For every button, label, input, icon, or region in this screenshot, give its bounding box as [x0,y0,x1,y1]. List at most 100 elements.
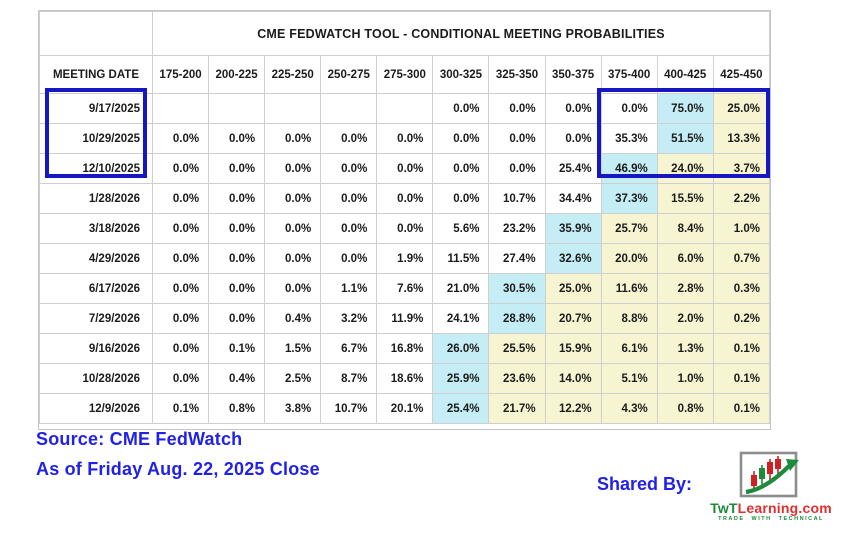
probability-cell: 0.8% [208,393,266,424]
probability-cell: 0.0% [320,213,378,244]
column-header-375-400: 375-400 [600,55,658,94]
table-row: 1/28/2026 0.0% 0.0% 0.0% 0.0% 0.0% 0.0% 10.7% 34… [39,183,771,214]
table-row: 7/29/2026 0.0% 0.0% 0.4% 3.2% 11.9% 24.1% 28.8%… [39,303,771,334]
probability-cell: 21.0% [432,273,490,304]
table-row: 10/29/2025 0.0% 0.0% 0.0% 0.0% 0.0% 0.0% 0.0% 0.… [39,123,771,154]
probability-cell: 24.0% [656,153,714,184]
column-header-275-300: 275-300 [376,55,434,94]
column-header-250-275: 250-275 [320,55,378,94]
probability-cell: 0.0% [544,93,602,124]
meeting-date: 7/29/2026 [39,303,153,334]
probability-cell: 0.0% [488,93,546,124]
probability-cell: 0.0% [376,183,434,214]
probability-cell: 28.8% [488,303,546,334]
probability-cell: 0.0% [264,273,322,304]
probability-cell: 20.7% [544,303,602,334]
meeting-date: 3/18/2026 [39,213,153,244]
probability-cell: 0.0% [320,243,378,274]
probability-cell: 0.0% [264,183,322,214]
probability-cell: 0.4% [264,303,322,334]
probability-cell: 1.0% [712,213,771,244]
probability-cell: 25.0% [712,93,771,124]
meeting-date: 10/29/2025 [39,123,153,154]
column-header-350-375: 350-375 [544,55,602,94]
table-row: 10/28/2026 0.0% 0.4% 2.5% 8.7% 18.6% 25.9% 23.6… [39,363,771,394]
probability-cell: 0.0% [208,273,266,304]
column-header-425-450: 425-450 [712,55,771,94]
probability-cell: 11.5% [432,243,490,274]
probability-cell: 7.6% [376,273,434,304]
probability-cell: 8.4% [656,213,714,244]
probability-cell: 25.7% [600,213,658,244]
source-caption: Source: CME FedWatch [36,429,243,449]
probability-cell: 0.0% [264,243,322,274]
probability-cell: 51.5% [656,123,714,154]
probability-cell: 0.7% [712,243,771,274]
probability-cell: 12.2% [544,393,602,424]
probability-cell: 35.9% [544,213,602,244]
probability-cell: 0.0% [376,123,434,154]
probability-cell [208,93,266,124]
probability-cell: 3.2% [320,303,378,334]
column-header-325-350: 325-350 [488,55,546,94]
meeting-date: 9/16/2026 [39,333,153,364]
probability-cell: 25.4% [544,153,602,184]
probability-cell: 6.1% [600,333,658,364]
probability-cell: 15.9% [544,333,602,364]
as-of-caption: As of Friday Aug. 22, 2025 Close [36,459,320,479]
probability-cell: 0.0% [488,123,546,154]
probability-cell: 0.4% [208,363,266,394]
probability-cell: 0.0% [320,183,378,214]
fedwatch-probability-table: CME FEDWATCH TOOL - CONDITIONAL MEETING … [38,10,771,430]
column-header-row: MEETING DATE 175-200 200-225 225-250 250-27… [39,55,771,94]
probability-cell: 0.0% [264,213,322,244]
probability-cell: 0.1% [712,363,771,394]
probability-cell: 0.0% [151,183,210,214]
probability-cell [264,93,322,124]
probability-cell: 0.0% [151,363,210,394]
probability-cell: 0.0% [151,123,210,154]
probability-cell: 25.9% [432,363,490,394]
probability-cell: 0.0% [208,303,266,334]
probability-cell: 0.0% [208,183,266,214]
probability-cell: 37.3% [600,183,658,214]
probability-cell: 23.6% [488,363,546,394]
logo-text-suffix: Learning.com [737,500,832,516]
column-header-200-225: 200-225 [208,55,266,94]
probability-cell [376,93,434,124]
probability-cell: 0.0% [151,333,210,364]
table-row: 9/17/2025 0.0% 0.0% 0.0% 0.0% 75.0% 25.0% [39,93,771,124]
probability-cell: 25.4% [432,393,490,424]
probability-cell: 0.0% [151,213,210,244]
probability-cell: 24.1% [432,303,490,334]
probability-cell: 16.8% [376,333,434,364]
probability-cell: 0.0% [264,123,322,154]
probability-cell: 13.3% [712,123,771,154]
probability-cell [320,93,378,124]
probability-cell: 0.1% [712,393,771,424]
probability-cell: 2.2% [712,183,771,214]
probability-cell: 0.0% [432,183,490,214]
probability-cell: 0.0% [208,243,266,274]
probability-cell: 10.7% [320,393,378,424]
probability-cell: 5.1% [600,363,658,394]
probability-cell: 0.1% [151,393,210,424]
column-header-175-200: 175-200 [151,55,210,94]
probability-cell: 5.6% [432,213,490,244]
meeting-date: 4/29/2026 [39,243,153,274]
probability-cell: 0.0% [488,153,546,184]
column-header-300-325: 300-325 [432,55,490,94]
probability-cell: 0.8% [656,393,714,424]
probability-cell: 11.6% [600,273,658,304]
probability-cell: 1.9% [376,243,434,274]
title-row: CME FEDWATCH TOOL - CONDITIONAL MEETING … [39,11,770,56]
table-row: 12/9/2026 0.1% 0.8% 3.8% 10.7% 20.1% 25.4% 21.7… [39,393,771,424]
table-row: 9/16/2026 0.0% 0.1% 1.5% 6.7% 16.8% 26.0% 25.5%… [39,333,771,364]
table-title: CME FEDWATCH TOOL - CONDITIONAL MEETING … [152,11,770,56]
probability-cell: 8.8% [600,303,658,334]
meeting-date: 1/28/2026 [39,183,153,214]
probability-cell: 0.0% [208,213,266,244]
probability-cell: 0.0% [544,123,602,154]
probability-cell: 0.0% [432,153,490,184]
probability-cell: 3.7% [712,153,771,184]
